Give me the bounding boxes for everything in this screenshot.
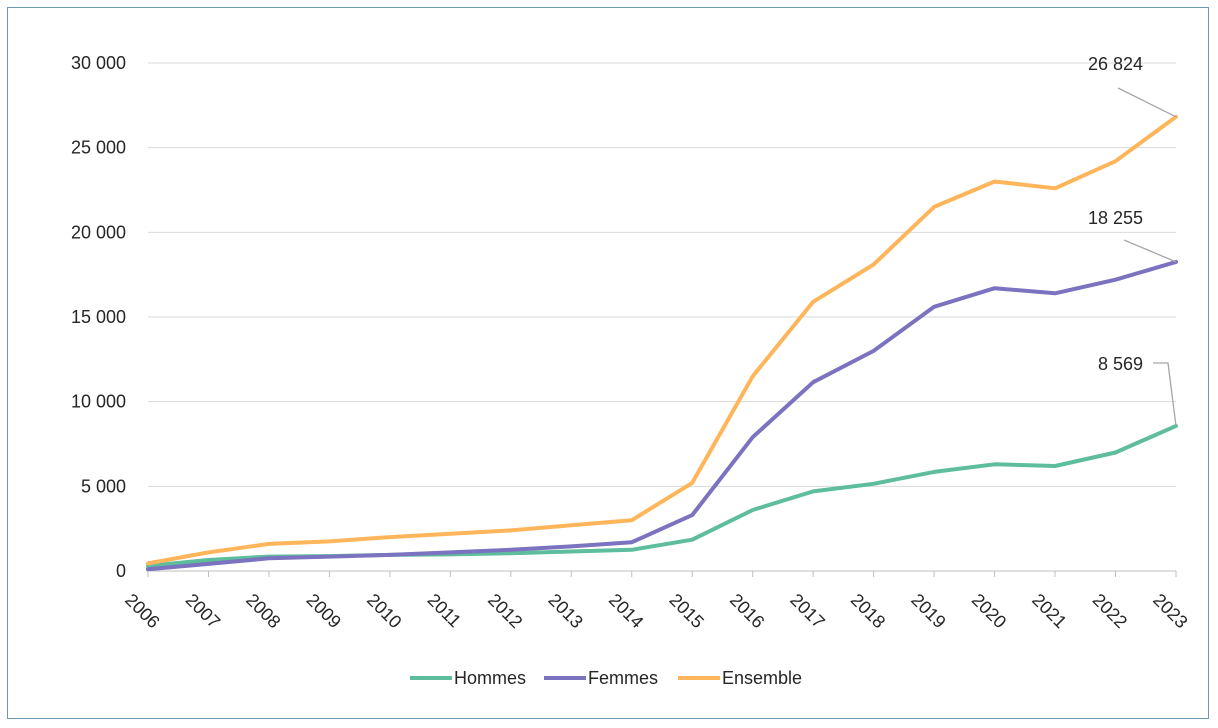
data-label-ensemble: 26 824	[1088, 54, 1143, 74]
x-tick-label: 2013	[544, 590, 586, 632]
axes	[147, 570, 1177, 577]
legend-label-femmes: Femmes	[588, 668, 658, 688]
x-tick-label: 2018	[847, 590, 889, 632]
y-tick-label: 15 000	[71, 307, 126, 327]
series-line-hommes	[146, 423, 1178, 568]
legend: Hommes Femmes Ensemble	[410, 668, 802, 688]
chart-frame: 0 5 000 10 000 15 000 20 000 25 000 30 000 200…	[7, 7, 1209, 719]
x-tick-label: 2016	[726, 590, 768, 632]
annotations: 26 824 18 255 8 569	[1088, 54, 1177, 426]
x-tick-label: 2020	[968, 590, 1010, 632]
gridlines	[148, 62, 1176, 487]
series-lines	[146, 114, 1178, 572]
y-tick-label: 25 000	[71, 138, 126, 158]
data-label-hommes: 8 569	[1098, 354, 1143, 374]
x-tick-label: 2019	[907, 590, 949, 632]
x-tick-label: 2008	[242, 590, 284, 632]
y-tick-label: 30 000	[71, 53, 126, 73]
x-tick-label: 2023	[1149, 590, 1191, 632]
x-tick-label: 2014	[605, 590, 647, 632]
x-tick-label: 2010	[363, 590, 405, 632]
x-tick-label: 2007	[182, 590, 224, 632]
y-tick-label: 5 000	[81, 476, 126, 496]
x-tick-label: 2021	[1028, 590, 1070, 632]
data-label-femmes: 18 255	[1088, 208, 1143, 228]
x-axis-ticks: 2006 2007 2008 2009 2010 2011 2012 2013 2014 2015…	[121, 590, 1191, 632]
y-tick-label: 10 000	[71, 392, 126, 412]
annotation-leader	[1153, 362, 1177, 426]
annotation-leader	[1123, 239, 1177, 263]
y-tick-label: 20 000	[71, 222, 126, 242]
y-axis-ticks: 0 5 000 10 000 15 000 20 000 25 000 30 000	[71, 53, 126, 581]
x-tick-label: 2015	[665, 590, 707, 632]
x-tick-label: 2006	[121, 590, 163, 632]
series-line-ensemble	[146, 114, 1178, 566]
annotation-leader	[1117, 87, 1177, 118]
x-tick-label: 2012	[484, 590, 526, 632]
legend-label-hommes: Hommes	[454, 668, 526, 688]
series-line-femmes	[146, 259, 1178, 572]
y-tick-label: 0	[116, 561, 126, 581]
x-tick-label: 2011	[424, 590, 466, 632]
line-chart: 0 5 000 10 000 15 000 20 000 25 000 30 000 200…	[71, 53, 1192, 688]
x-tick-label: 2022	[1089, 590, 1131, 632]
legend-label-ensemble: Ensemble	[722, 668, 802, 688]
x-tick-label: 2009	[303, 590, 345, 632]
x-tick-label: 2017	[786, 590, 828, 632]
